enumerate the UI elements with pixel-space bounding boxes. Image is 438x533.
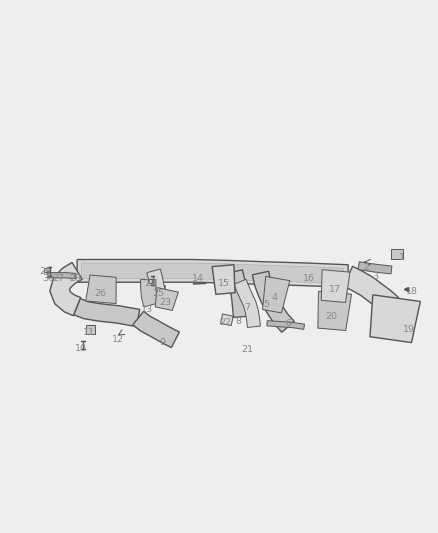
Text: 20: 20: [325, 312, 338, 321]
Text: 28: 28: [70, 274, 82, 283]
Polygon shape: [234, 279, 261, 327]
Text: 6: 6: [285, 319, 291, 328]
Polygon shape: [252, 271, 294, 332]
Text: 9: 9: [159, 338, 165, 348]
Polygon shape: [155, 288, 178, 310]
Polygon shape: [262, 277, 290, 313]
Polygon shape: [267, 321, 304, 329]
Bar: [216, 271, 233, 276]
Text: 5: 5: [263, 300, 269, 309]
Text: 21: 21: [241, 345, 253, 354]
Text: 22: 22: [219, 318, 232, 327]
Text: 1: 1: [399, 253, 406, 262]
Text: 12: 12: [112, 335, 124, 344]
Text: 10: 10: [74, 344, 87, 353]
Text: 18: 18: [406, 287, 418, 296]
Polygon shape: [358, 262, 392, 274]
Text: 16: 16: [303, 274, 314, 283]
Text: 24: 24: [144, 279, 156, 288]
Text: 23: 23: [160, 298, 172, 307]
Polygon shape: [343, 266, 399, 314]
Bar: [216, 284, 233, 288]
Polygon shape: [74, 298, 140, 327]
Polygon shape: [77, 260, 348, 287]
Text: 30: 30: [42, 274, 54, 283]
Polygon shape: [85, 275, 116, 304]
Bar: [44, 268, 49, 272]
Text: 2: 2: [364, 263, 370, 272]
Bar: [374, 305, 413, 314]
Text: 17: 17: [328, 285, 341, 294]
Text: 3: 3: [372, 272, 378, 280]
Text: 14: 14: [192, 274, 204, 283]
Bar: [374, 325, 413, 334]
Text: 27: 27: [52, 274, 64, 283]
Text: 25: 25: [152, 289, 164, 298]
Polygon shape: [147, 269, 166, 295]
Bar: [374, 311, 413, 320]
Polygon shape: [226, 270, 250, 318]
Polygon shape: [81, 263, 344, 284]
Bar: [374, 318, 413, 327]
Text: 15: 15: [218, 279, 230, 288]
Text: 7: 7: [244, 303, 251, 312]
Bar: [391, 249, 403, 259]
Text: 19: 19: [403, 325, 415, 334]
Polygon shape: [370, 295, 420, 343]
Bar: [220, 314, 233, 326]
Text: 8: 8: [236, 317, 242, 326]
Bar: [304, 270, 318, 282]
Bar: [150, 284, 165, 297]
Bar: [86, 326, 95, 334]
Polygon shape: [321, 270, 350, 302]
Polygon shape: [48, 272, 76, 279]
Bar: [216, 278, 233, 281]
Polygon shape: [212, 265, 235, 294]
Polygon shape: [318, 292, 352, 330]
Text: 11: 11: [83, 328, 95, 337]
Polygon shape: [141, 280, 159, 307]
Text: 4: 4: [272, 294, 278, 302]
Text: 13: 13: [141, 305, 153, 314]
Bar: [72, 272, 80, 280]
Text: 29: 29: [39, 267, 51, 276]
Polygon shape: [50, 262, 82, 316]
Polygon shape: [133, 311, 180, 348]
Text: 26: 26: [94, 289, 106, 298]
Bar: [193, 268, 206, 284]
